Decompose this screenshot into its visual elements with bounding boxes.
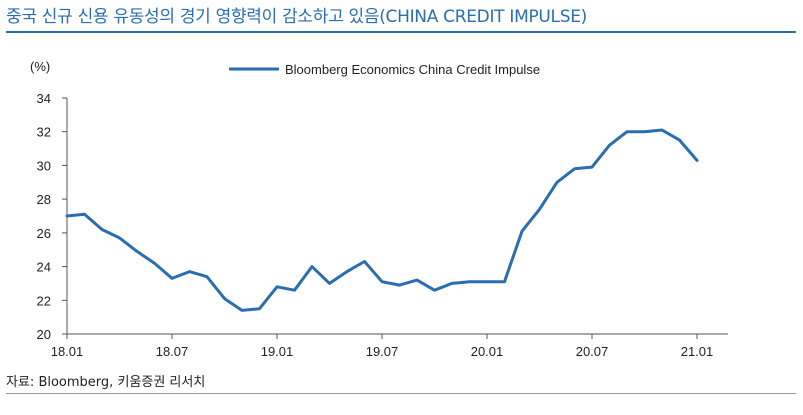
data-point (223, 297, 226, 300)
source-divider (6, 393, 796, 394)
y-axis: 20 22 24 26 28 30 32 34 (37, 91, 68, 342)
legend: Bloomberg Economics China Credit Impulse (229, 62, 540, 77)
x-tick-label: 18.07 (156, 344, 189, 359)
x-tick-label: 21.01 (681, 344, 714, 359)
x-tick-label: 19.07 (366, 344, 399, 359)
y-tick-label: 26 (37, 226, 51, 241)
y-tick-label: 24 (37, 260, 51, 275)
y-tick-label: 30 (37, 158, 51, 173)
data-point (661, 129, 664, 132)
data-point (346, 270, 349, 273)
data-point (433, 289, 436, 292)
data-point (556, 181, 559, 184)
data-point (118, 236, 121, 239)
data-point (696, 159, 699, 162)
series-group (65, 128, 699, 312)
series-line-credit-impulse (65, 128, 699, 312)
data-point (643, 130, 646, 133)
source-label: 자료: (6, 375, 35, 390)
legend-label: Bloomberg Economics China Credit Impulse (285, 62, 540, 77)
data-point (521, 230, 524, 233)
data-point (503, 280, 506, 283)
data-point (451, 282, 454, 285)
data-point (83, 213, 86, 216)
data-point (188, 270, 191, 273)
data-point (626, 130, 629, 133)
data-point (206, 275, 209, 278)
data-point (101, 228, 104, 231)
source-bloomberg: Bloomberg, (38, 375, 114, 390)
title-underline (6, 31, 796, 33)
y-tick-label: 28 (37, 192, 51, 207)
data-point (66, 215, 69, 218)
data-point (538, 208, 541, 211)
data-point (573, 167, 576, 170)
y-tick-label: 22 (37, 293, 51, 308)
x-tick-label: 20.07 (576, 344, 609, 359)
data-point (363, 260, 366, 263)
x-tick-label: 20.01 (471, 344, 504, 359)
data-point (591, 166, 594, 169)
y-axis-unit-label: (%) (30, 59, 50, 74)
source-kiwoom: 키움증권 리서치 (117, 375, 206, 390)
data-point (293, 289, 296, 292)
data-point (153, 262, 156, 265)
x-tick-label: 18.01 (51, 344, 84, 359)
data-point (398, 284, 401, 287)
data-point (258, 307, 261, 310)
data-point (171, 277, 174, 280)
data-point (608, 144, 611, 147)
data-point (328, 282, 331, 285)
source-note: 자료: Bloomberg, 키움증권 리서치 (6, 371, 205, 390)
y-tick-label: 34 (37, 91, 51, 106)
chart-title: 중국 신규 신용 유동성의 경기 영향력이 감소하고 있음(CHINA CRED… (6, 7, 587, 27)
data-point (241, 309, 244, 312)
data-point (136, 250, 139, 253)
data-point (416, 279, 419, 282)
data-point (468, 280, 471, 283)
data-point (311, 265, 314, 268)
data-point (381, 280, 384, 283)
data-point (486, 280, 489, 283)
y-tick-label: 20 (37, 327, 51, 342)
x-tick-label: 19.01 (261, 344, 294, 359)
data-point (276, 285, 279, 288)
x-axis: 18.01 18.07 19.01 19.07 20.01 20.07 21.01 (51, 333, 728, 359)
y-tick-label: 32 (37, 125, 51, 140)
data-point (678, 139, 681, 142)
